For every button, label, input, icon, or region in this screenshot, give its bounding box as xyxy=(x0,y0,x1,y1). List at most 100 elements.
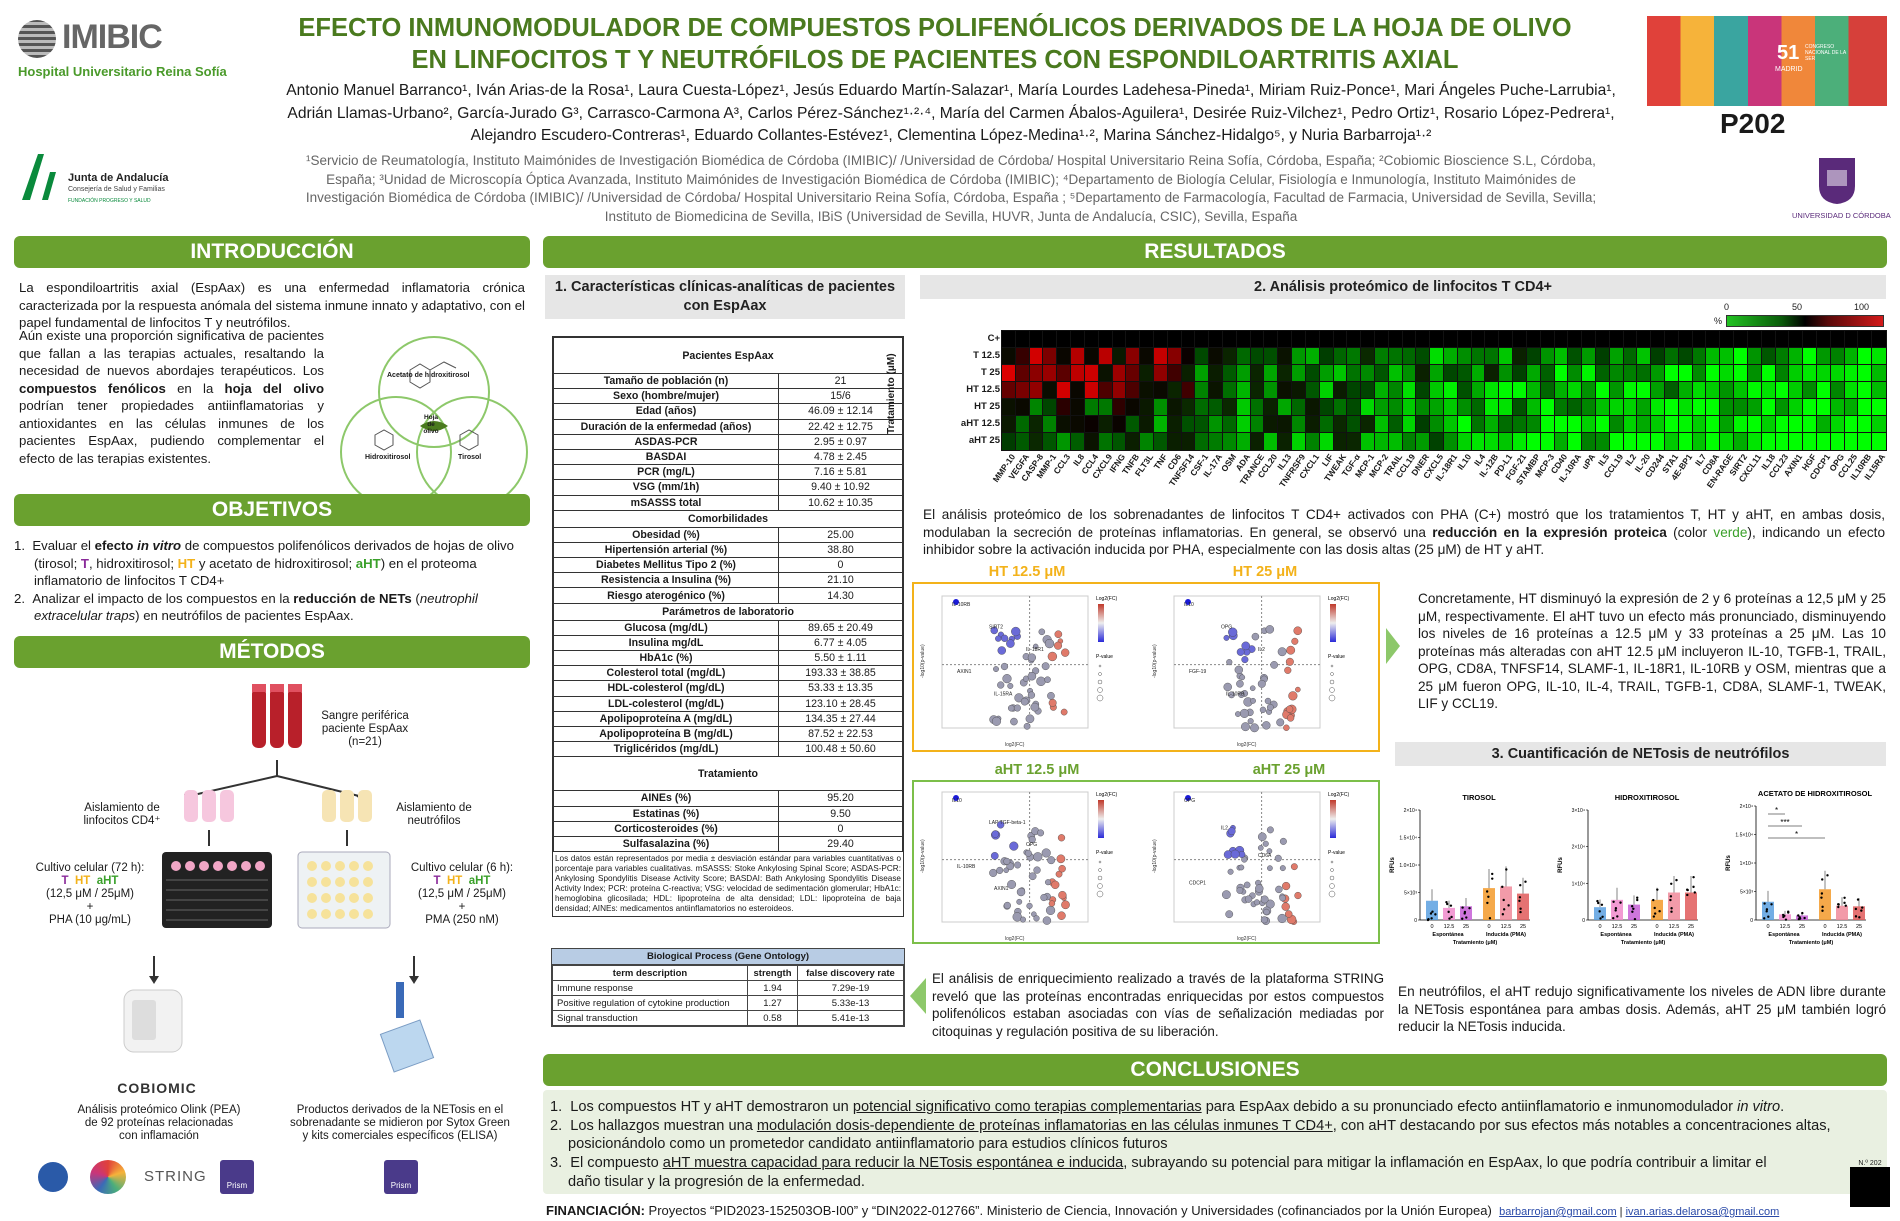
heatmap-cell xyxy=(1650,329,1667,350)
heatmap-cell xyxy=(1871,346,1888,367)
heatmap-cell xyxy=(1166,380,1183,401)
heatmap-cell xyxy=(1111,346,1128,367)
volcano-point xyxy=(1028,872,1037,881)
heatmap-cell xyxy=(1677,346,1695,367)
heatmap-cell xyxy=(1829,397,1846,418)
volcano-point xyxy=(1274,854,1282,862)
heatmap-cell xyxy=(1857,329,1874,350)
table-cell-label: Resistencia a Insulina (%) xyxy=(553,572,779,589)
heatmap-cell xyxy=(1387,363,1404,384)
bar-chart-ytick: 1×10⁴ xyxy=(1740,861,1753,867)
volcano-point xyxy=(1014,693,1024,703)
volcano-point xyxy=(1286,714,1295,722)
bar-point xyxy=(1692,875,1695,879)
heatmap-cell xyxy=(1291,431,1308,452)
heatmap-cell xyxy=(1677,414,1695,435)
table-row: Corticosteroides (%) 0 xyxy=(553,820,903,837)
conclusion-1: 1. Los compuestos HT y aHT demostraron u… xyxy=(550,1099,1785,1115)
heatmap-col-labels: MMP-10 VEGFA CASP-8 MMP-1 CCL3 IL8 CCL4 CXCL9 IF… xyxy=(990,452,1887,498)
heatmap-cell xyxy=(1719,397,1736,418)
volcano-point xyxy=(1266,826,1274,834)
table-cell-label: Estatinas (%) xyxy=(553,805,779,822)
patient-table: Pacientes EspAax Tamaño de población (n)… xyxy=(552,336,904,918)
heatmap-cell xyxy=(1014,329,1032,350)
heatmap-cell xyxy=(1498,346,1515,367)
volcano-plot-aht125: IL10 LAP TGF-beta-1 OPG IL-10RB AXIN1 log2(FC… xyxy=(918,782,1144,942)
bar-point xyxy=(1502,898,1505,902)
heatmap-cell xyxy=(1042,363,1059,384)
heatmap-cell xyxy=(1470,380,1487,401)
volcano-point xyxy=(1044,676,1051,683)
heatmap-cell xyxy=(1166,363,1183,384)
heatmap-cell xyxy=(1650,380,1667,401)
volcano-colorbar xyxy=(1098,604,1104,642)
volcano-legend-dot xyxy=(1097,687,1103,693)
conclusion-2: 2. Los hallazgos muestran una modulación… xyxy=(550,1117,1831,1153)
heatmap-cell xyxy=(1760,431,1777,452)
table-row: Immune response 1.94 7.29e-19 xyxy=(552,980,904,996)
junta-emblem-icon xyxy=(22,154,56,200)
heatmap-cell xyxy=(1871,414,1888,435)
volcano-point xyxy=(1007,682,1014,689)
volcano-point xyxy=(1058,890,1067,900)
heatmap-cell xyxy=(1498,363,1515,384)
heatmap-cell xyxy=(1415,363,1432,384)
volcano-point xyxy=(1047,856,1056,865)
heatmap-cell xyxy=(1429,329,1446,350)
heatmap-cell xyxy=(1581,363,1598,384)
bar-point xyxy=(1821,878,1824,881)
email-link-2[interactable]: ivan.arias.delarosa@gmail.com xyxy=(1625,1206,1780,1218)
heatmap-cell xyxy=(1442,397,1460,418)
heatmap-cell xyxy=(1387,346,1404,367)
heatmap-cell xyxy=(1291,380,1308,401)
heatmap-cell xyxy=(1802,346,1819,367)
qr-code[interactable]: N.º 202 xyxy=(1850,1160,1890,1216)
heatmap-cell xyxy=(1194,363,1211,384)
bar-point xyxy=(1501,913,1505,916)
volcano-point xyxy=(1223,682,1232,692)
intro-p1: La espondiloartritis axial (EspAax) es u… xyxy=(19,280,525,330)
table-cell-label: Hipertensión arterial (%) xyxy=(553,541,779,559)
heatmap-cell xyxy=(1000,346,1018,367)
heatmap-cell xyxy=(1318,363,1335,384)
volcano-legend-dot xyxy=(1330,860,1334,864)
heatmap-cell xyxy=(1567,414,1584,435)
volcano-point xyxy=(1221,890,1231,900)
conclusiones-header: CONCLUSIONES xyxy=(543,1054,1887,1086)
heatmap-cell xyxy=(1677,363,1695,384)
volcano-point xyxy=(1033,866,1041,874)
volcano-point xyxy=(1055,870,1063,878)
heatmap-cell xyxy=(1719,329,1736,350)
bar xyxy=(1426,900,1438,920)
table-cell: Positive regulation of cytokine producti… xyxy=(552,995,748,1011)
bar-point xyxy=(1445,900,1448,904)
heatmap-cell xyxy=(1608,363,1625,384)
heatmap-cell xyxy=(1235,431,1253,452)
table-cell: 5.33e-13 xyxy=(797,995,904,1011)
heatmap-cell xyxy=(1594,397,1612,418)
bar-point xyxy=(1803,916,1806,920)
heatmap-ylabel: Tratamiento (μM) xyxy=(886,353,897,434)
volcano-point xyxy=(1260,916,1268,924)
heatmap-cell xyxy=(1194,346,1211,367)
volcano-point xyxy=(1032,643,1039,650)
olink-instrument-icon xyxy=(123,989,183,1053)
table-cell-value: 21 xyxy=(778,372,903,390)
heatmap-cell xyxy=(1843,431,1860,452)
culture-left: Cultivo celular (72 h): T HT aHT (12,5 μ… xyxy=(35,862,145,926)
heatmap-cell xyxy=(1125,346,1142,367)
heatmap-cell xyxy=(1691,397,1708,418)
heatmap-cell xyxy=(1829,431,1846,452)
bar-point xyxy=(1619,901,1622,904)
heatmap-cell xyxy=(1056,363,1073,384)
volcano-point xyxy=(1236,648,1245,656)
heatmap-cell xyxy=(1346,431,1363,452)
heatmap-cell xyxy=(1056,329,1073,350)
heatmap-cell xyxy=(1139,397,1156,418)
table-row: Sulfasalazina (%) 29.40 xyxy=(553,835,903,853)
email-link-1[interactable]: barbarrojan@gmail.com xyxy=(1499,1206,1617,1218)
table-cell-value: 5.50 ± 1.11 xyxy=(778,649,903,667)
bar-point xyxy=(1630,905,1634,908)
heatmap-cell xyxy=(1774,346,1791,367)
table-rows-a: Tamaño de población (n) 21 Sexo (hombre/mu… xyxy=(553,372,903,511)
